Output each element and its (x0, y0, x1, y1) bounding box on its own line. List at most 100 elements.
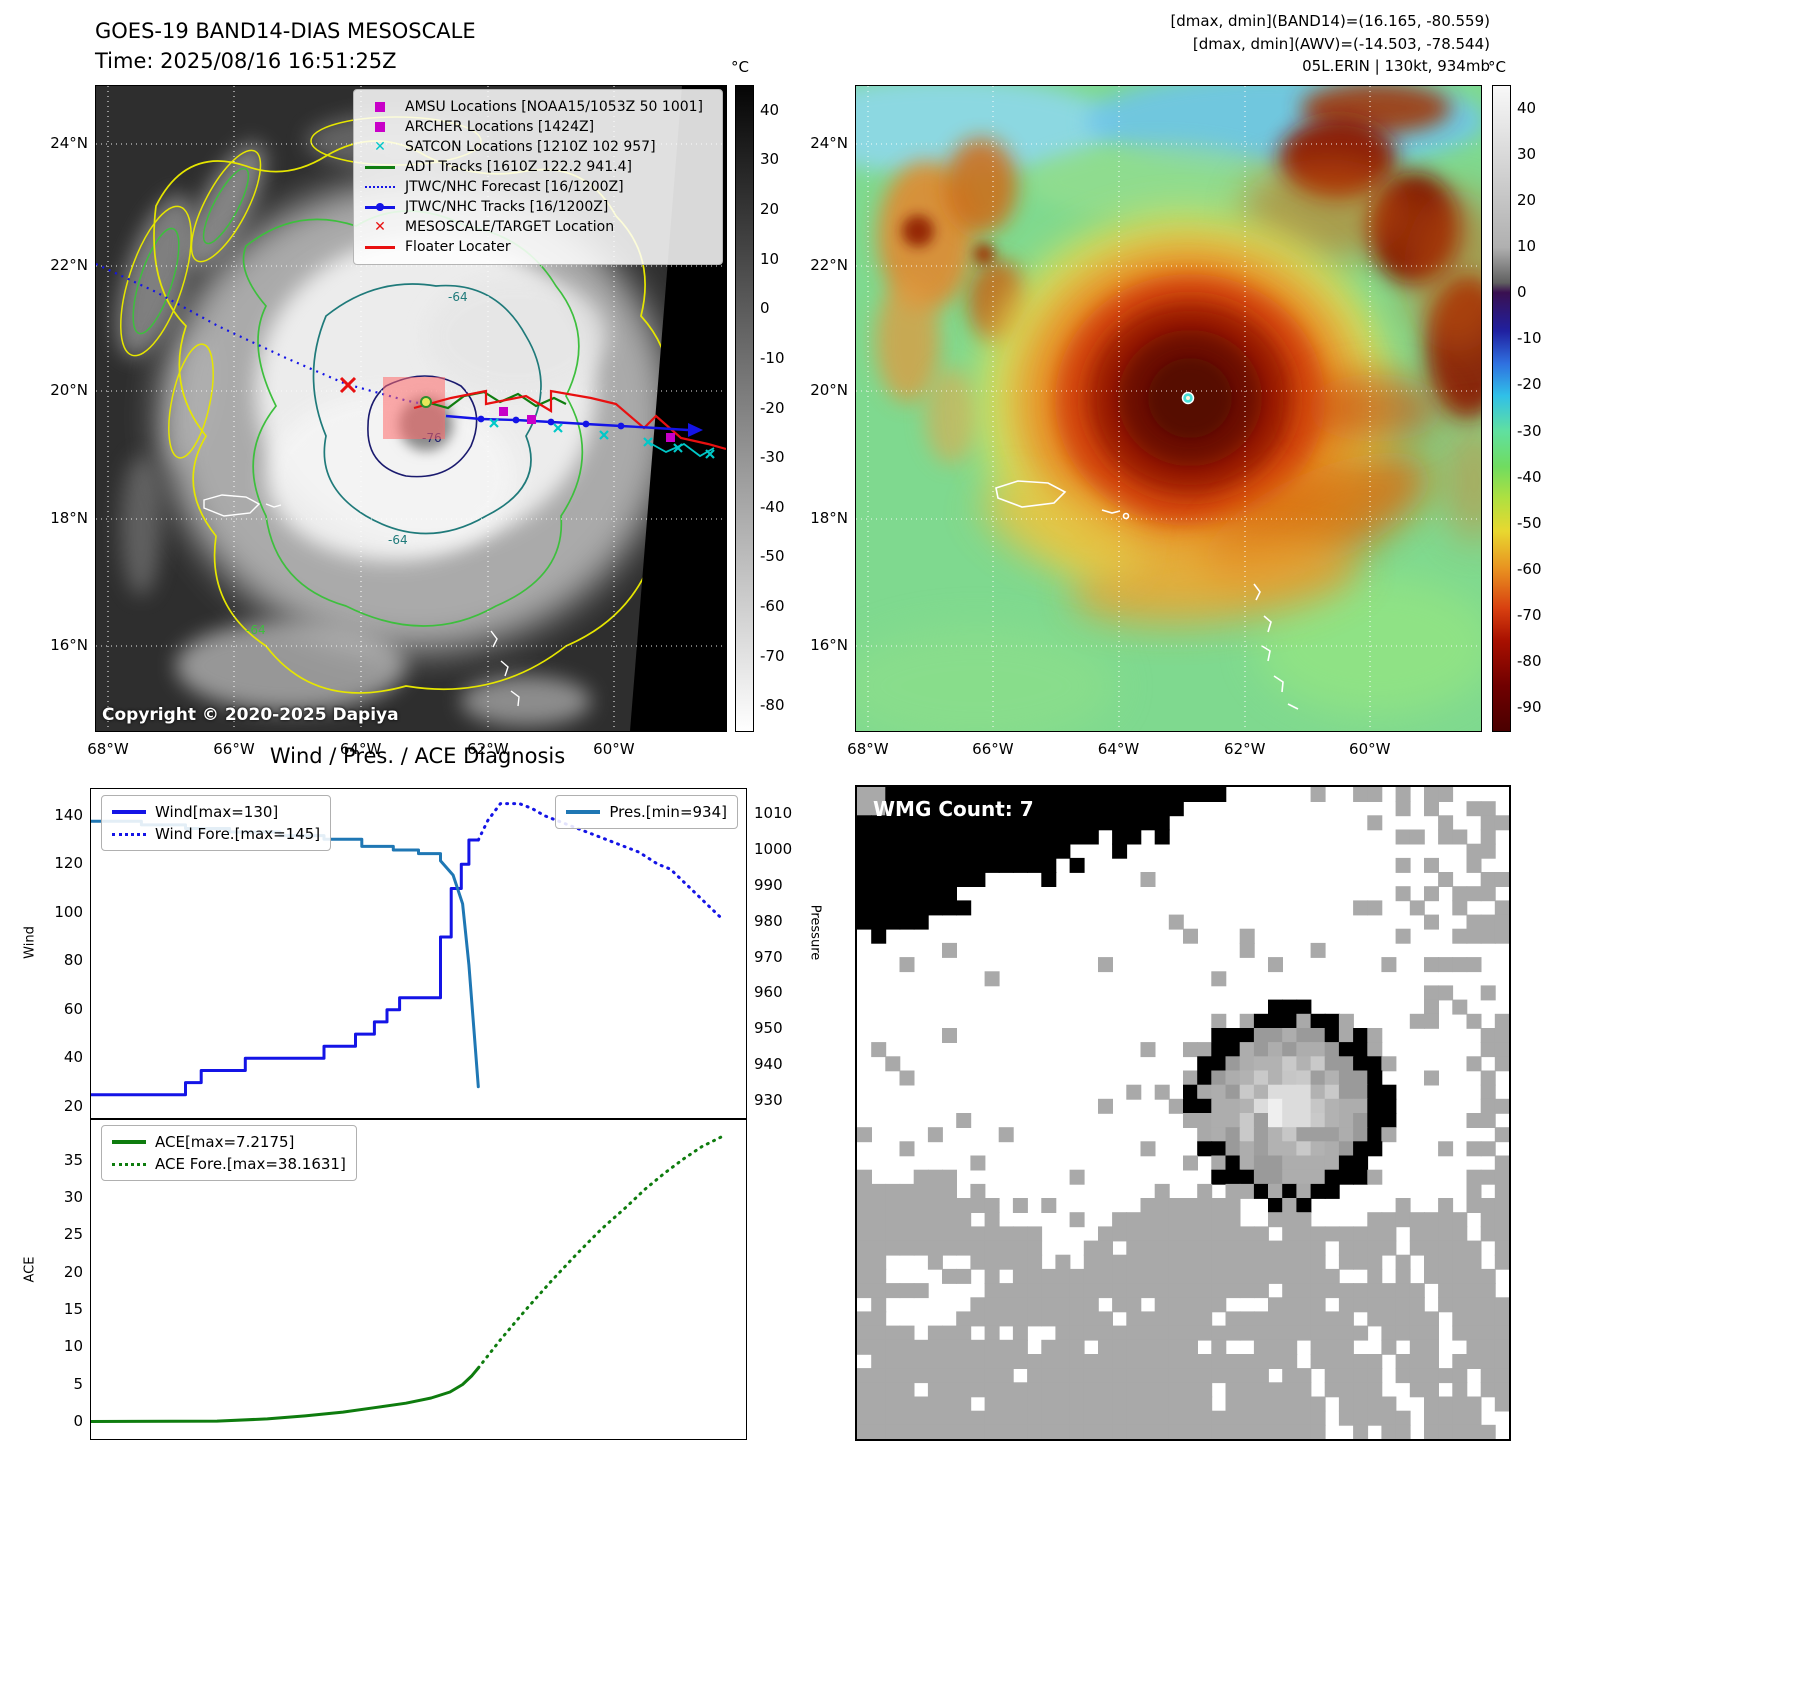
dmax-dmin-awv: [dmax, dmin](AWV)=(-14.503, -78.544) (1192, 34, 1490, 53)
colorbar-tick-label: -10 (1517, 329, 1542, 348)
steelblue-line-icon (566, 810, 601, 814)
colorbar-tick-label: -60 (760, 596, 785, 615)
wind-pressure-chart: Wind[max=130] Wind Fore.[max=145] Pres.[… (54, 788, 792, 1120)
y-tick-label: 5 (73, 1374, 83, 1393)
legend-label: JTWC/NHC Forecast [16/1200Z] (405, 179, 624, 195)
y-tick-label: 30 (63, 1188, 83, 1207)
band14-title: GOES-19 BAND14-DIAS MESOSCALE Time: 2025/… (95, 16, 476, 77)
cyan-x-icon: ✕ (374, 139, 386, 155)
legend-label: Floater Locater (405, 239, 511, 255)
lon-tick-label: 62°W (467, 740, 509, 758)
colorbar-tick-label: -90 (1517, 697, 1542, 716)
legend-item-adt: ADT Tracks [1610Z 122.2 941.4] (362, 157, 714, 177)
awv-header: [dmax, dmin](BAND14)=(16.165, -80.559) [… (850, 10, 1490, 78)
copyright-text: Copyright © 2020-2025 Dapiya (102, 705, 399, 725)
colorbar-tick-label: -80 (760, 696, 785, 715)
y-tick-label: 950 (754, 1019, 783, 1038)
legend-label: ADT Tracks [1610Z 122.2 941.4] (405, 159, 632, 175)
y-tick-label: 120 (54, 854, 83, 873)
colorbar-tick-label: 30 (760, 150, 780, 169)
y-tick-label: 1000 (754, 839, 793, 858)
y-tick-label: 1010 (754, 804, 793, 823)
contour-teal (312, 283, 542, 535)
satcon-markers (489, 418, 715, 459)
floater-track (413, 389, 726, 451)
coastlines (995, 480, 1299, 710)
contour-navy (367, 375, 478, 478)
colorbar-tick-label: 20 (1517, 191, 1537, 210)
lat-tick-label: 22°N (50, 255, 88, 274)
wind-axis-label: Wind (22, 926, 38, 959)
y-tick-label: 20 (63, 1262, 83, 1281)
magenta-square-icon (362, 100, 398, 114)
y-tick-label: 60 (63, 999, 83, 1018)
coastlines (203, 494, 520, 707)
lon-tick-label: 64°W (339, 740, 382, 758)
colorbar1-unit: °C (731, 58, 749, 76)
legend-label: SATCON Locations [1210Z 102 957] (405, 139, 656, 155)
y-tick-label: 35 (63, 1150, 83, 1169)
series-ACE[max=7.2175] (91, 1366, 480, 1423)
y-tick-label: 25 (63, 1225, 83, 1244)
band14-colorbar: 40 30 20 10 0 -10 -20 -30 -40 -50 -60 -70 -80 (735, 85, 785, 732)
y-tick-label: 960 (754, 983, 783, 1002)
legend-item-wind-fore: Wind Fore.[max=145] (112, 823, 320, 845)
y-tick-label: 990 (754, 875, 783, 894)
legend-item-target: ✕ MESOSCALE/TARGET Location (362, 217, 714, 237)
legend-item-tracks: JTWC/NHC Tracks [16/1200Z] (362, 197, 714, 217)
y-tick-label: 40 (63, 1048, 83, 1067)
colorbar-tick-label: 10 (760, 249, 780, 268)
awv-map: 24°N 22°N 20°N 18°N 16°N 68°W 66°W 64°W 62°W 60°W (810, 85, 1482, 758)
colorbar-tick-label: 10 (1517, 237, 1537, 256)
colorbar-tick-label: -10 (760, 348, 785, 367)
lat-tick-label: 16°N (50, 635, 88, 654)
diagnosis-title: Wind / Pres. / ACE Diagnosis (269, 744, 566, 768)
ace-plot-area (91, 1135, 723, 1423)
band14-title-line2: Time: 2025/08/16 16:51:25Z (95, 49, 397, 74)
y-tick-label: 10 (63, 1337, 83, 1356)
blue-dotted-line-icon (112, 832, 146, 836)
lon-tick-label: 60°W (1349, 740, 1391, 758)
colorbar-tick-label: -70 (1517, 605, 1542, 624)
legend-label: AMSU Locations [NOAA15/1053Z 50 1001] (405, 99, 704, 115)
green-line-icon (112, 1140, 146, 1144)
colorbar-tick-label: -20 (760, 398, 785, 417)
blue-line-icon (112, 810, 146, 814)
legend-item-wind: Wind[max=130] (112, 801, 320, 823)
contour-label: -64 (246, 623, 266, 637)
legend-item-archer: ARCHER Locations [1424Z] (362, 117, 714, 137)
awv-colorbar: 40 30 20 10 0 -10 -20 -30 -40 -50 -60 -70 -80 -90 (1492, 85, 1542, 732)
series-Wind Fore.[max=145] (476, 802, 723, 920)
ace-chart: ACE[max=7.2175] ACE Fore.[max=38.1631] 3… (64, 1118, 747, 1440)
ace-axis-label: ACE (22, 1256, 38, 1283)
storm-id-intensity: 05L.ERIN | 130kt, 934mb (1302, 57, 1490, 75)
colorbar-tick-label: 0 (760, 299, 770, 318)
legend-label: Pres.[min=934] (609, 803, 727, 821)
lat-tick-label: 20°N (810, 381, 848, 400)
colorbar2-unit: °C (1488, 58, 1506, 76)
band14-title-line1: GOES-19 BAND14-DIAS MESOSCALE (95, 19, 476, 43)
lon-tick-label: 64°W (1097, 740, 1140, 758)
colorbar-tick-label: -20 (1517, 375, 1542, 394)
colorbar-tick-label: 20 (760, 200, 780, 219)
lon-tick-label: 66°W (213, 740, 255, 758)
y-tick-label: 0 (73, 1411, 83, 1430)
y-tick-label: 15 (63, 1299, 83, 1318)
satcon-track (647, 441, 715, 458)
colorbar-tick-label: -60 (1517, 559, 1542, 578)
legend-item-pres: Pres.[min=934] (566, 801, 727, 823)
lon-tick-label: 62°W (1224, 740, 1266, 758)
adt-current-position (420, 396, 432, 408)
legend-item-floater: Floater Locater (362, 237, 714, 257)
red-x-icon: ✕ (374, 219, 386, 235)
colorbar-tick-label: -30 (1517, 421, 1542, 440)
lat-tick-label: 16°N (810, 635, 848, 654)
legend-label: ARCHER Locations [1424Z] (405, 119, 595, 135)
lat-tick-label: 18°N (50, 508, 88, 527)
wmg-microwave-image (857, 787, 1509, 1439)
wmg-count-label: WMG Count: 7 (873, 797, 1034, 821)
y-tick-label: 140 (54, 805, 83, 824)
colorbar-tick-label: 40 (760, 100, 780, 119)
y-tick-label: 80 (63, 951, 83, 970)
